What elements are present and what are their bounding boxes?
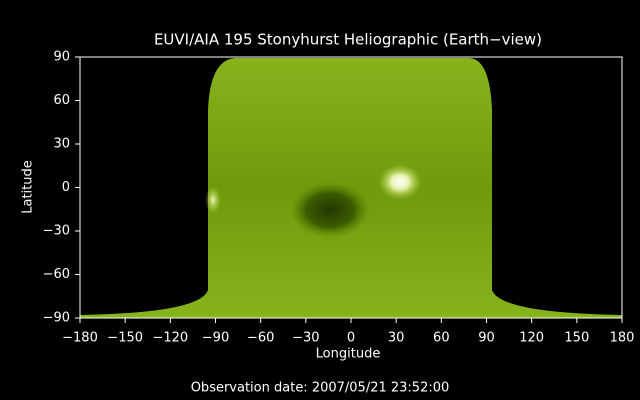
- x-tick-label: −120: [152, 331, 188, 346]
- x-tick-label: −60: [247, 331, 274, 346]
- x-tick-label: −150: [107, 331, 143, 346]
- x-tick-label: 0: [347, 331, 355, 346]
- y-tick-label: 90: [53, 50, 70, 65]
- y-tick-label: 30: [53, 137, 70, 152]
- solar-map: [80, 58, 622, 318]
- x-tick-label: 150: [564, 331, 589, 346]
- y-tick-label: −90: [43, 311, 70, 326]
- x-axis-label: Longitude: [316, 347, 381, 362]
- annotation: Observation date: 2007/05/21 23:52:00: [191, 381, 450, 396]
- x-tick-label: 90: [478, 331, 495, 346]
- y-axis-label: Latitude: [21, 160, 36, 214]
- x-tick-label: 120: [519, 331, 544, 346]
- x-tick-label: 30: [388, 331, 405, 346]
- chart-title: EUVI/AIA 195 Stonyhurst Heliographic (Ea…: [154, 31, 542, 49]
- x-tick-label: 60: [433, 331, 450, 346]
- x-tick-label: −90: [202, 331, 229, 346]
- y-tick-label: −60: [43, 267, 70, 282]
- y-tick-label: 0: [62, 180, 70, 195]
- y-tick-label: 60: [53, 93, 70, 108]
- x-tick-label: −30: [292, 331, 319, 346]
- x-tick-label: −180: [62, 331, 98, 346]
- y-tick-label: −30: [43, 224, 70, 239]
- x-tick-label: 180: [610, 331, 635, 346]
